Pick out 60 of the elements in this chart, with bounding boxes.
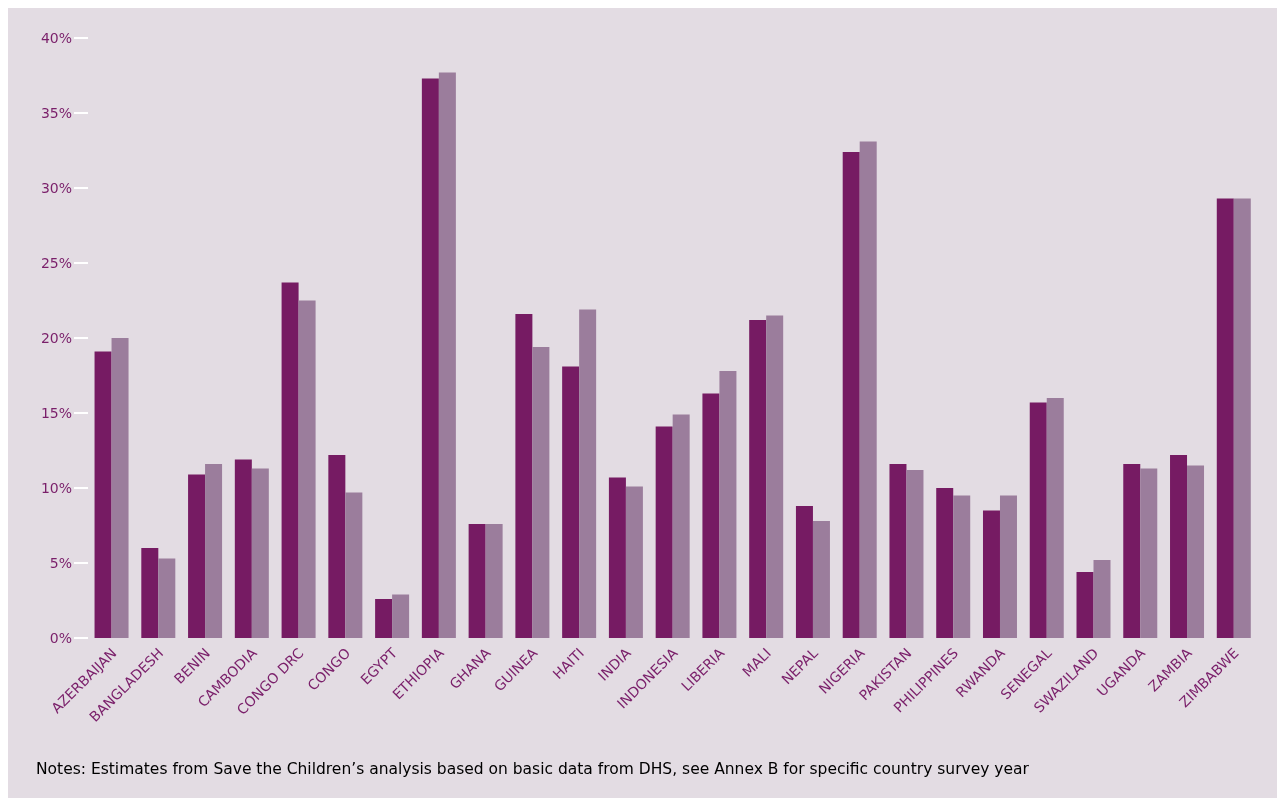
bar <box>749 320 767 638</box>
bar <box>1216 198 1234 638</box>
y-tick-label: 5% <box>49 554 72 571</box>
bar <box>562 366 580 638</box>
bar <box>234 459 252 638</box>
bar <box>515 314 533 638</box>
bar <box>1123 464 1141 638</box>
bar <box>953 495 971 638</box>
y-tick-label: 40% <box>40 29 72 46</box>
bar <box>251 468 269 638</box>
bar <box>438 72 456 638</box>
bar <box>1093 560 1111 638</box>
bar <box>141 548 159 638</box>
bar <box>719 371 737 638</box>
bar <box>672 414 690 638</box>
bar <box>655 426 673 638</box>
text: Notes: Estimates from Save the Children’s analysis based on basic data from DHS, see Annex B for specific country survey year <box>36 760 1029 778</box>
bar <box>608 477 626 638</box>
bar <box>982 510 1000 638</box>
bar <box>345 492 363 638</box>
bar <box>281 282 299 638</box>
bar <box>579 309 597 638</box>
bar <box>532 347 550 638</box>
bar <box>795 506 813 638</box>
bar <box>936 488 954 638</box>
bar <box>702 393 720 638</box>
bar <box>999 495 1017 638</box>
bar <box>298 300 316 638</box>
bar <box>1076 572 1094 638</box>
bar <box>205 464 223 638</box>
bar <box>906 470 924 638</box>
bar <box>1233 198 1251 638</box>
bar <box>1187 465 1205 638</box>
y-tick-label: 30% <box>40 179 72 196</box>
bar <box>766 315 784 638</box>
bar <box>1046 398 1064 638</box>
bar <box>1140 468 1158 638</box>
bar <box>94 351 112 638</box>
y-tick-label: 0% <box>49 629 72 646</box>
bar <box>625 486 643 638</box>
bar <box>859 141 877 638</box>
bar <box>328 455 346 638</box>
bar <box>158 558 176 638</box>
y-tick-label: 25% <box>40 254 72 271</box>
bar <box>392 594 410 638</box>
bar <box>1029 402 1047 638</box>
bar <box>188 474 206 638</box>
y-tick-label: 15% <box>40 404 72 421</box>
bar <box>1170 455 1188 638</box>
bar <box>375 599 393 638</box>
bar <box>812 521 830 638</box>
y-tick-label: 10% <box>40 479 72 496</box>
bar <box>842 152 860 638</box>
bar <box>111 338 129 638</box>
bar <box>889 464 907 638</box>
y-tick-label: 20% <box>40 329 72 346</box>
bar <box>485 524 503 638</box>
bar <box>421 78 439 638</box>
y-tick-label: 35% <box>40 104 72 121</box>
bar <box>468 524 486 638</box>
